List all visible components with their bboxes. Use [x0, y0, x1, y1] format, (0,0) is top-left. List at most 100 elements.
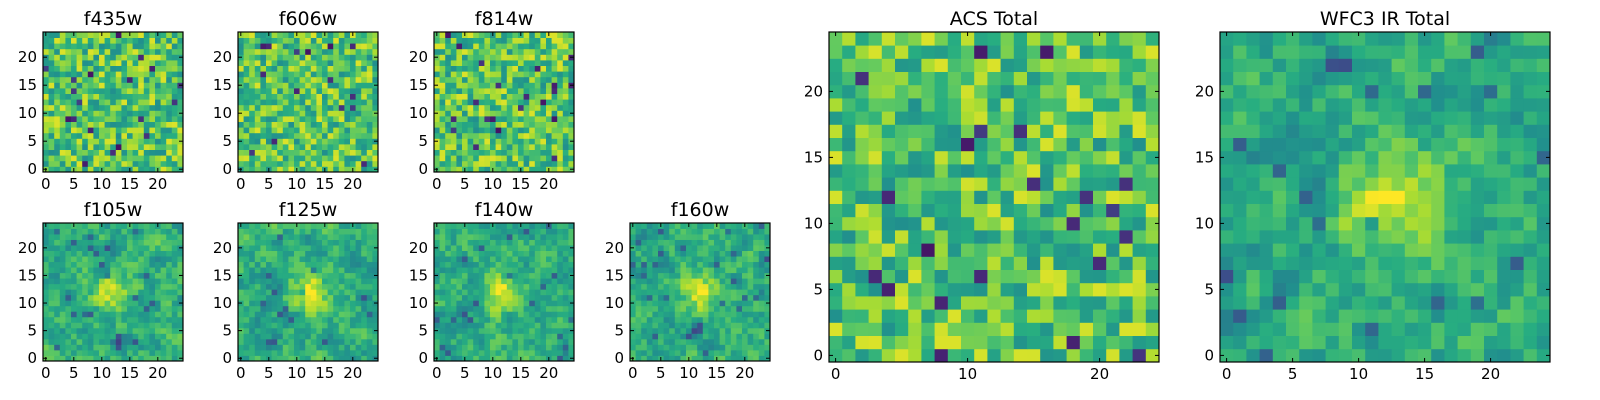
heatmap-cell	[551, 93, 558, 100]
heatmap-cell	[160, 43, 167, 50]
heatmap-cell	[540, 144, 547, 150]
heatmap-cell	[177, 250, 184, 257]
heatmap-cell	[260, 234, 267, 240]
heatmap-cell	[568, 132, 575, 139]
heatmap-cell	[316, 239, 323, 246]
heatmap-cell	[71, 149, 77, 156]
heatmap-cell	[450, 327, 457, 334]
heatmap-cell	[630, 322, 636, 329]
heatmap-cell	[344, 250, 351, 257]
heatmap-cell	[506, 99, 513, 106]
heatmap-cell	[456, 267, 463, 274]
x-tick-label: 5	[69, 364, 79, 382]
heatmap-cell	[82, 349, 89, 356]
heatmap-cell	[59, 322, 66, 329]
heatmap-cell	[316, 311, 323, 318]
heatmap-cell	[271, 256, 278, 263]
heatmap-cell	[361, 316, 368, 323]
heatmap-cell	[546, 160, 552, 167]
heatmap-cell	[719, 223, 726, 229]
heatmap-cell	[1013, 269, 1028, 284]
heatmap-cell	[310, 338, 317, 345]
heatmap-cell	[327, 82, 334, 89]
heatmap-cell	[484, 349, 491, 356]
heatmap-cell	[299, 311, 306, 318]
heatmap-cell	[702, 223, 709, 229]
heatmap-cell	[138, 283, 145, 290]
heatmap-cell	[338, 322, 345, 329]
heatmap-cell	[855, 164, 869, 178]
heatmap-cell	[456, 166, 463, 173]
heatmap-cell	[658, 228, 664, 235]
heatmap-cell	[753, 294, 760, 301]
heatmap-cell	[327, 228, 334, 235]
heatmap-cell	[327, 93, 334, 100]
heatmap-cell	[641, 349, 648, 356]
heatmap-cell	[132, 99, 139, 106]
heatmap-cell	[934, 348, 949, 363]
heatmap-cell	[316, 138, 323, 145]
x-tick-label: 15	[120, 175, 139, 193]
heatmap-cell	[702, 283, 709, 290]
heatmap-cell	[104, 82, 111, 89]
heatmap-cell	[829, 177, 843, 191]
heatmap-cell	[974, 216, 988, 231]
heatmap-cell	[1145, 322, 1160, 336]
heatmap-cell	[138, 76, 145, 83]
heatmap-cell	[546, 99, 552, 106]
heatmap-cell	[523, 127, 530, 134]
heatmap-cell	[366, 344, 373, 351]
heatmap-cell	[730, 305, 737, 312]
heatmap-cell	[99, 104, 105, 111]
heatmap-cell	[439, 166, 446, 173]
heatmap-cell	[87, 344, 94, 351]
heatmap-cell	[243, 278, 250, 285]
heatmap-cell	[294, 294, 300, 301]
heatmap-cell	[132, 278, 139, 285]
heatmap-cell	[294, 272, 300, 279]
heatmap-cell	[115, 239, 122, 246]
heatmap-cell	[1066, 216, 1081, 231]
heatmap-cell	[557, 278, 564, 285]
heatmap-cell	[987, 150, 1001, 165]
heatmap-cell	[110, 93, 117, 100]
heatmap-cell	[99, 110, 105, 117]
heatmap-cell	[484, 88, 491, 94]
heatmap-cell	[484, 344, 491, 351]
heatmap-cell	[138, 355, 145, 362]
heatmap-cell	[708, 289, 715, 296]
heatmap-cell	[266, 149, 272, 156]
heatmap-cell	[372, 60, 379, 66]
heatmap-cell	[87, 32, 94, 38]
heatmap-cell	[467, 239, 474, 246]
heatmap-cell	[121, 256, 128, 263]
heatmap-cell	[350, 344, 356, 351]
heatmap-cell	[238, 121, 244, 128]
heatmap-cell	[132, 322, 139, 329]
heatmap-cell	[534, 245, 541, 251]
heatmap-cell	[719, 245, 726, 251]
heatmap-cell	[71, 88, 77, 94]
heatmap-cell	[462, 239, 468, 246]
heatmap-cell	[59, 272, 66, 279]
heatmap-cell	[54, 54, 61, 61]
heatmap-cell	[43, 311, 49, 318]
heatmap-cell	[82, 311, 89, 318]
heatmap-cell	[48, 333, 55, 340]
heatmap-cell	[344, 37, 351, 44]
heatmap-cell	[557, 305, 564, 312]
heatmap-cell	[439, 48, 446, 55]
heatmap-cell	[171, 327, 178, 334]
heatmap-cell	[110, 261, 117, 268]
heatmap-cell	[1053, 322, 1067, 336]
heatmap-cell	[529, 155, 536, 162]
heatmap-cell	[322, 82, 328, 89]
heatmap-cell	[523, 65, 530, 72]
heatmap-cell	[546, 239, 552, 246]
heatmap-cell	[674, 338, 681, 345]
heatmap-cell	[271, 333, 278, 340]
heatmap-cell	[166, 160, 173, 167]
heatmap-cell	[523, 245, 530, 251]
heatmap-cell	[299, 160, 306, 167]
heatmap-cell	[271, 132, 278, 139]
